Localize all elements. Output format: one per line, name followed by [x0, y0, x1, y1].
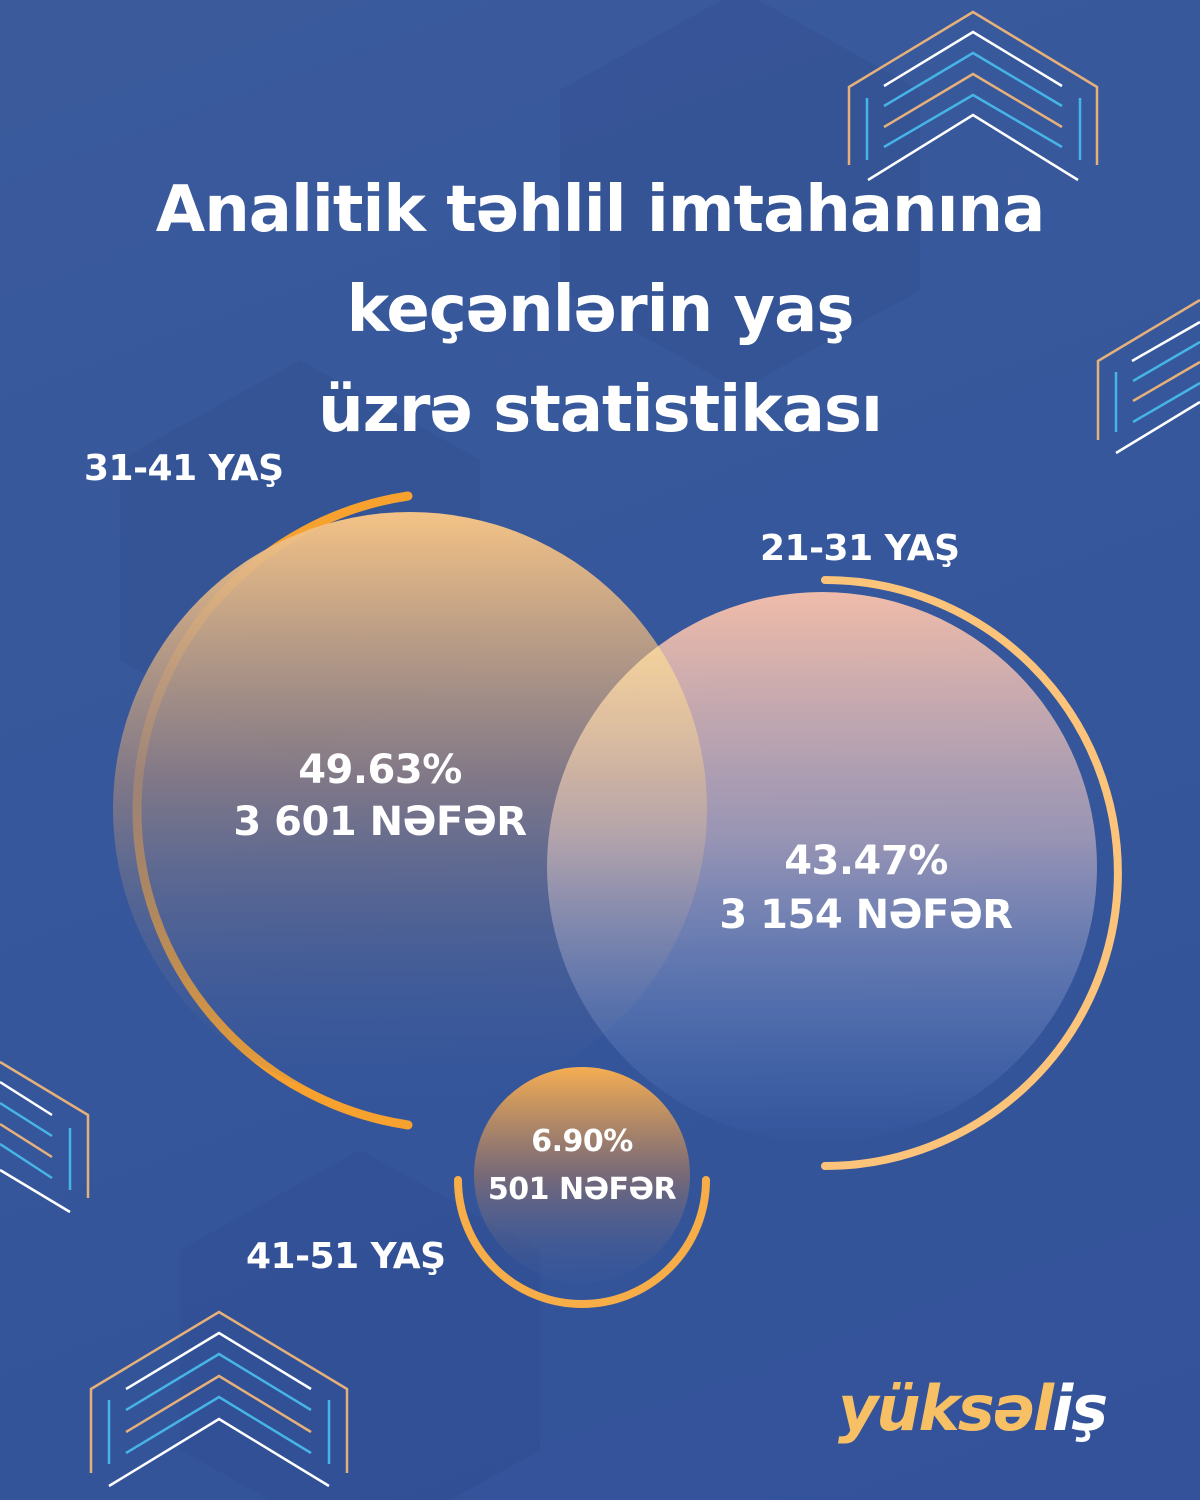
title-line-1: Analitik təhlil imtahanına: [155, 173, 1046, 247]
count-21-31: 3 154 NƏFƏR: [719, 892, 1013, 938]
percent-41-51: 6.90%: [531, 1124, 633, 1159]
logo-text-colored: yüksəl: [838, 1372, 1054, 1445]
brand-logo: yüksəliş: [838, 1372, 1108, 1468]
chevron-decoration-top-right: [847, 10, 1099, 182]
bubble-21-31: [547, 592, 1097, 1142]
value-block-21-31: 43.47% 3 154 NƏFƏR: [676, 834, 1056, 942]
chevron-decoration-bottom-left: [89, 1310, 349, 1488]
arc-41-51: [454, 1176, 710, 1308]
page-title: Analitik təhlil imtahanına keçənlərin ya…: [0, 160, 1200, 460]
age-label-31-41: 31-41 YAŞ: [84, 448, 284, 489]
bubble-31-41: [113, 512, 707, 1106]
count-41-51: 501 NƏFƏR: [487, 1172, 677, 1207]
percent-21-31: 43.47%: [784, 838, 948, 884]
title-line-2: keçənlərin yaş: [346, 273, 855, 347]
title-line-3: üzrə statistikası: [318, 373, 883, 447]
percent-31-41: 49.63%: [298, 747, 462, 793]
value-block-31-41: 49.63% 3 601 NƏFƏR: [200, 744, 560, 848]
age-label-21-31: 21-31 YAŞ: [760, 528, 960, 569]
value-block-41-51: 6.90% 501 NƏFƏR: [460, 1118, 704, 1214]
chevron-decoration-right: [1096, 298, 1200, 455]
arc-21-31: [821, 576, 1122, 1170]
bubble-41-51: [474, 1067, 690, 1283]
chevron-decoration-left: [0, 1060, 90, 1214]
count-31-41: 3 601 NƏFƏR: [233, 799, 527, 845]
age-label-41-51: 41-51 YAŞ: [246, 1236, 446, 1277]
logo-text-white: iş: [1052, 1372, 1108, 1445]
